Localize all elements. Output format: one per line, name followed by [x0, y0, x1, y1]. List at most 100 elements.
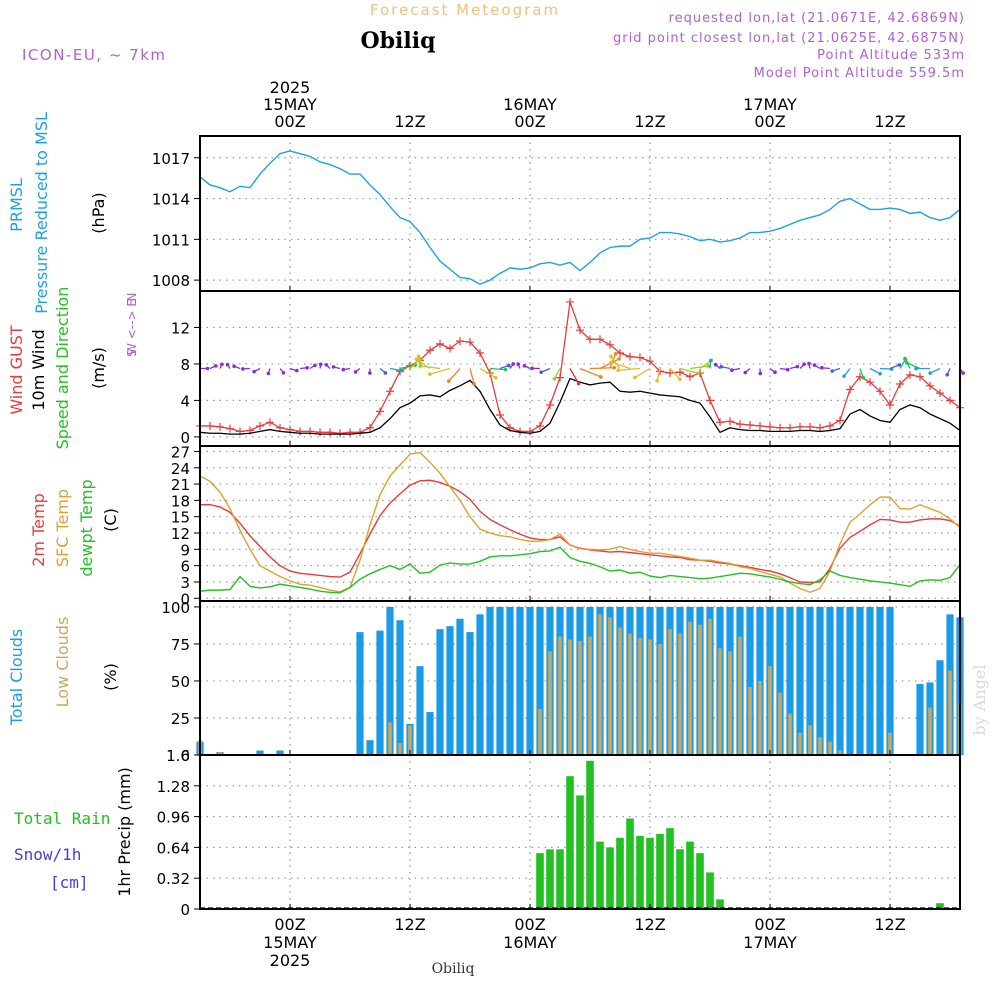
wind-direction-arrow [389, 367, 402, 372]
low-cloud-bar [778, 692, 782, 755]
gust-point [646, 357, 654, 366]
wind-direction-arrow [469, 368, 475, 384]
gust-point [376, 407, 384, 416]
bottom-time-label: 2025 [270, 951, 311, 970]
gust-point [716, 418, 724, 427]
wind-arrow-head [612, 365, 617, 370]
gust-point [596, 335, 604, 344]
wind-arrow-head [511, 362, 516, 366]
gust-point [906, 370, 914, 379]
y-tick-label: 0.32 [157, 870, 190, 888]
total-clouds-axis-title: Total Clouds [7, 629, 26, 727]
y-tick-label: 4 [180, 392, 190, 410]
low-cloud-bar [818, 737, 822, 755]
low-cloud-bar [928, 707, 932, 755]
product-title: Forecast Meteogram [370, 1, 560, 19]
low-cloud-bar [948, 670, 952, 755]
low-cloud-bar [768, 666, 772, 755]
gust-point [626, 352, 634, 361]
wind-arrow-head [905, 360, 909, 365]
wind-arrow-head [416, 354, 421, 359]
wind-arrow-head [214, 364, 218, 368]
y-tick-label: 25 [171, 710, 190, 728]
total-cloud-bar [496, 606, 504, 755]
y-tick-label: 1014 [152, 191, 190, 209]
compass-north: N [125, 293, 139, 302]
y-tick-label: 0 [180, 429, 190, 447]
total-cloud-bar [456, 618, 464, 755]
wind-direction-arrow [579, 367, 602, 378]
wind-unit: (m/s) [89, 347, 108, 389]
low-cloud-bar [808, 725, 812, 755]
wind-direction-arrow [448, 368, 461, 382]
total-cloud-bar [866, 606, 874, 755]
rain-bar [586, 760, 594, 909]
wind-direction-arrow [610, 356, 621, 369]
gust-point [586, 335, 594, 344]
gust-point [736, 420, 744, 429]
wind-arrow-head [220, 362, 224, 367]
gust-point [636, 353, 644, 362]
gust-point [446, 344, 454, 353]
wind-arrow-head [414, 357, 419, 361]
total-cloud-bar [366, 740, 374, 755]
gust-point [436, 339, 444, 348]
top-time-label: 15MAY [263, 95, 317, 114]
rain-bar [686, 841, 694, 909]
wind-arrow-head [294, 368, 299, 373]
gust-point [546, 400, 554, 409]
wind-arrow-head [878, 371, 882, 376]
gust-point [926, 381, 934, 390]
wind-arrow-head [807, 361, 811, 366]
top-time-label: 16MAY [503, 95, 557, 114]
total-cloud-bar [486, 606, 494, 755]
wind-line [199, 377, 961, 435]
total-cloud-bar [796, 606, 804, 755]
wind-arrow-head [708, 358, 713, 363]
wind-arrow-head [331, 365, 336, 369]
gust-point [896, 380, 904, 388]
pressure-unit: (hPa) [89, 192, 108, 233]
wind-arrow-head [616, 368, 621, 373]
gust-point [536, 421, 544, 430]
total-cloud-bar [436, 629, 444, 755]
rain-bar [656, 833, 664, 909]
y-tick-label: 27 [171, 443, 190, 461]
gust-point [606, 340, 614, 349]
wind-arrow-head [812, 363, 817, 367]
gust-point [306, 427, 314, 436]
gust-point [466, 338, 474, 347]
bottom-time-label: 15MAY [263, 933, 317, 952]
gust-point [326, 428, 334, 437]
gust-point [496, 411, 504, 419]
gust-point [366, 423, 374, 432]
low-cloud-bar [618, 627, 622, 755]
wind-arrow-head [914, 366, 918, 371]
rain-bar [546, 849, 554, 909]
y-tick-label: 12 [171, 319, 190, 337]
wind-arrow-head [903, 356, 907, 361]
gust-point [476, 349, 484, 357]
y-tick-label: 24 [171, 460, 190, 478]
total-cloud-bar [886, 606, 894, 755]
wind-arrow-head [252, 369, 256, 374]
wind-direction-arrow [569, 368, 580, 384]
compass-west-east: W <--> E [125, 299, 139, 355]
wind-arrow-head [225, 362, 230, 367]
total-cloud-bar [776, 606, 784, 755]
total-cloud-bar [936, 660, 944, 755]
y-tick-label: 0 [180, 901, 190, 919]
gust-point [296, 427, 304, 436]
rain-bar [696, 853, 704, 909]
wind-arrow-head [713, 362, 718, 367]
wind-direction-arrow [553, 368, 561, 380]
low-cloud-bar [678, 633, 682, 755]
gust-point [846, 385, 854, 394]
pressure-axis-title: PRMSL [7, 178, 26, 232]
wind-direction-arrow [679, 367, 699, 375]
y-tick-label: 0 [180, 747, 190, 765]
wind-axis-title: 10m Wind [29, 329, 48, 410]
gust-point [876, 387, 884, 396]
gust-point [676, 368, 684, 377]
